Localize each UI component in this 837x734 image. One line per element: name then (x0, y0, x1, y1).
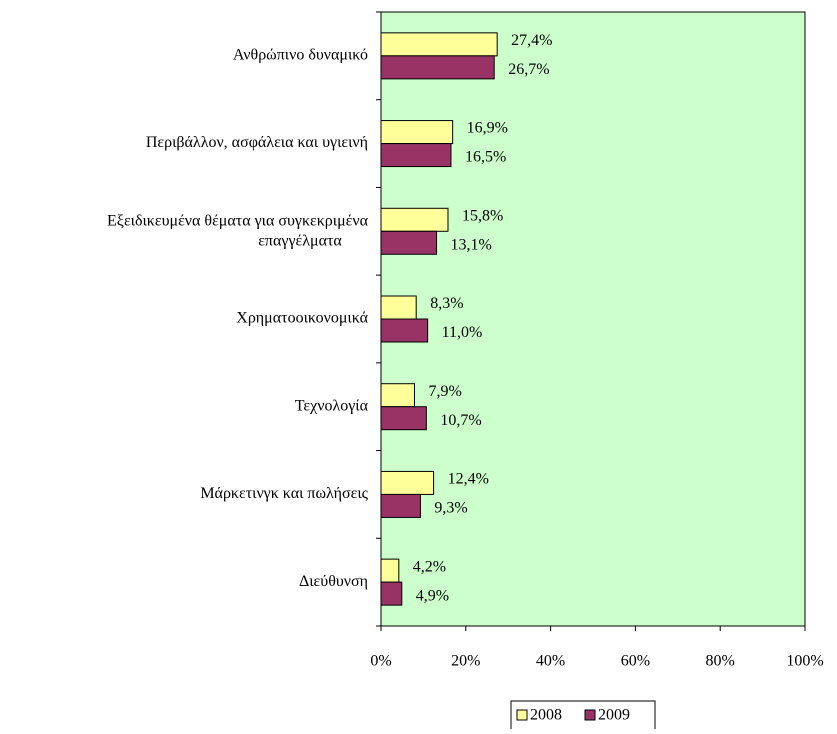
value-label: 8,3% (430, 295, 463, 312)
category-label: Χρηματοοικονομικά (236, 310, 368, 327)
value-label: 16,9% (467, 120, 508, 137)
bar (380, 493, 421, 518)
bar (380, 207, 449, 232)
value-label: 16,5% (465, 149, 506, 166)
bar (380, 55, 495, 80)
value-label: 15,8% (462, 207, 503, 224)
category-label: Ανθρώπινο δυναμικό (233, 47, 368, 64)
bar (380, 581, 403, 606)
bar (380, 143, 452, 168)
category-label: Μάρκετινγκ και πωλήσεις (200, 485, 368, 502)
value-label: 12,4% (448, 471, 489, 488)
x-tick-label: 100% (786, 653, 823, 670)
value-label: 7,9% (428, 383, 461, 400)
value-label: 26,7% (508, 61, 549, 78)
bar (380, 120, 454, 145)
x-tick-label: 0% (370, 653, 391, 670)
value-label: 27,4% (511, 32, 552, 49)
legend-swatch (516, 709, 528, 721)
x-tick-label: 20% (451, 653, 480, 670)
legend-swatch (584, 709, 596, 721)
value-label: 4,9% (416, 587, 449, 604)
category-label: Διεύθυνση (299, 573, 368, 590)
value-label: 11,0% (442, 324, 483, 341)
category-label: Εξειδικευμένα θέματα για συγκεκριμένα επα… (107, 212, 369, 249)
legend-label: 2009 (598, 707, 630, 724)
x-tick-label: 80% (706, 653, 735, 670)
bar (380, 318, 429, 343)
bar (380, 230, 438, 255)
bar (380, 295, 417, 320)
x-tick-label: 40% (536, 653, 565, 670)
value-label: 10,7% (440, 412, 481, 429)
legend-label: 2008 (530, 707, 562, 724)
value-label: 9,3% (434, 500, 467, 517)
bar (380, 32, 498, 57)
value-label: 13,1% (451, 236, 492, 253)
plot-area (380, 11, 806, 627)
bar (380, 558, 400, 583)
legend-box (510, 700, 656, 732)
category-label: Τεχνολογία (295, 397, 369, 414)
bar (380, 406, 427, 431)
x-tick-label: 60% (621, 653, 650, 670)
category-label: Περιβάλλον, ασφάλεια και υγιεινή (146, 134, 368, 151)
value-label: 4,2% (413, 558, 446, 575)
bar (380, 470, 435, 495)
bar (380, 383, 415, 408)
